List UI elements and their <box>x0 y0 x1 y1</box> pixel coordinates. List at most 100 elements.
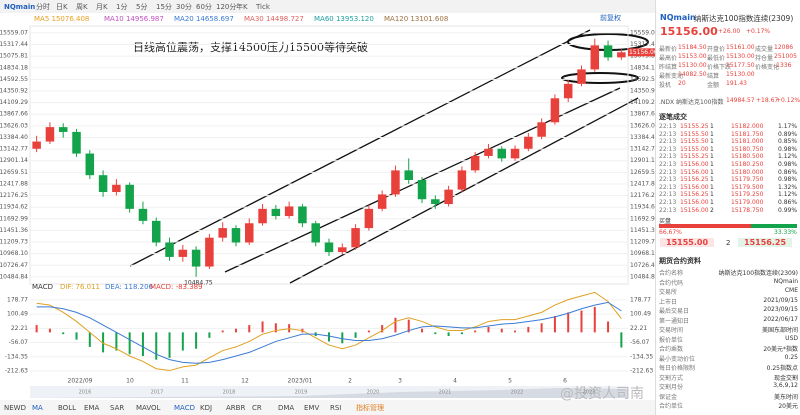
trade-cell: 1 <box>710 199 714 206</box>
y-tick-label: 14109.29 <box>630 99 655 106</box>
y-tick-label: 12176.25 <box>0 192 28 199</box>
price: 15156.00 <box>660 25 718 38</box>
indicator-tab[interactable]: MA <box>32 404 43 412</box>
index-name: .NDX 纳斯达克100指数 <box>659 99 724 106</box>
trade-cell: 22:13 <box>659 206 677 214</box>
macd-bar <box>208 332 211 338</box>
y-tick-label: 10968.10 <box>630 250 655 257</box>
toolbar-item[interactable]: 分时 <box>36 2 50 11</box>
indicator-tab[interactable]: EMV <box>304 404 319 412</box>
y-tick-label: -56.07 <box>9 339 29 346</box>
trade-cell: 22:13 <box>659 145 677 153</box>
trade-cell: 1.12% <box>778 153 798 161</box>
indicator-tab[interactable]: SAR <box>110 404 124 412</box>
y-tick-label: 13384.40 <box>630 134 655 141</box>
quote-value: 14082.50 <box>678 71 707 78</box>
year-label: 2021 <box>439 390 452 396</box>
contract-label: 交易时间 <box>659 327 684 334</box>
candle-body <box>112 184 121 193</box>
legend-entry: DEA: 118.206 <box>105 283 154 291</box>
index-pct: +0.12% <box>776 97 800 104</box>
candle-body <box>72 131 81 154</box>
legend-entry: DIF: 76.011 <box>60 283 100 291</box>
candle-body <box>444 189 453 205</box>
contract-label: 保证金 <box>659 393 678 401</box>
indicator-tab[interactable]: RSI <box>330 404 341 412</box>
candle-body <box>563 83 573 99</box>
trade-cell: 0.98% <box>778 161 798 168</box>
toolbar-item[interactable]: Tick <box>255 3 271 11</box>
y-tick-label: 10726.47 <box>0 262 28 269</box>
indicator-tab[interactable]: 指标管理 <box>356 403 384 412</box>
section-title: 逐笔成交 <box>659 113 687 121</box>
indicator-tab[interactable]: CR <box>252 404 262 412</box>
year-label: 2020 <box>367 390 380 396</box>
y-tick-label: 14350.92 <box>0 88 28 95</box>
trade-cell: 15180.000 <box>731 168 764 176</box>
trend-line <box>129 29 591 267</box>
trade-cell: 1 <box>710 130 714 138</box>
indicator-tab[interactable]: MAVOL <box>136 404 161 412</box>
toolbar-item[interactable]: 日K <box>56 3 68 11</box>
x-tick-label: 6 <box>563 378 567 385</box>
toolbar-item[interactable]: 年K <box>236 2 248 11</box>
indicator-tab[interactable]: DMA <box>278 404 294 412</box>
trade-cell: 22:13 <box>659 153 677 161</box>
plot-frame <box>29 25 629 285</box>
toolbar-item[interactable]: 15分 <box>156 2 172 11</box>
contract-value: 3,6,9,12 <box>773 382 798 389</box>
ma-legend: MA5 15076.408 <box>34 15 89 23</box>
annotation: 日线高位震荡，支撑14500压力15500等待突破 <box>133 40 368 54</box>
quote-label: 最高价 <box>659 55 678 62</box>
trade-cell: 15156.00 <box>680 199 709 206</box>
toolbar-item[interactable]: 60分 <box>196 2 212 11</box>
y-tick-label: -134.35 <box>5 353 28 360</box>
indicator-tab[interactable]: BOLL <box>58 404 76 412</box>
bid[interactable]: 15155.00 <box>660 238 715 247</box>
toolbar-item[interactable]: 120分 <box>216 2 236 11</box>
macd-bar <box>607 321 610 333</box>
candle-body <box>311 223 320 243</box>
toolbar-item[interactable]: 周K <box>76 3 88 11</box>
ma-legend: MA120 13101.608 <box>384 15 448 23</box>
contract-value: 现金交割 <box>773 374 798 382</box>
toolbar-item[interactable]: 30分 <box>176 2 192 11</box>
toolbar-item[interactable]: 1分 <box>116 2 127 11</box>
candle-body <box>32 141 41 149</box>
contract-label: 最后交易日 <box>659 308 690 315</box>
x-tick-label: 2023/01 <box>288 378 313 385</box>
ask[interactable]: 15156.25 <box>738 238 793 247</box>
trade-cell: 15179.000 <box>731 199 764 206</box>
quote-panel: NQmain 纳斯达克100指数连续(2309) 15156.00 +26.00 +0.… <box>655 0 800 415</box>
y-tick-label: -212.63 <box>630 368 653 375</box>
y-tick-label: 11451.36 <box>630 227 655 234</box>
indicator-tab[interactable]: MACD <box>174 404 195 412</box>
contract-value: 美国东部时间 <box>761 327 798 334</box>
indicator-tab[interactable]: EMA <box>84 404 99 412</box>
trade-cell: 0.86% <box>778 199 798 206</box>
contract-label: 每日价格限制 <box>659 365 696 372</box>
y-tick-label: 12659.51 <box>630 169 655 176</box>
candle-body <box>470 155 480 171</box>
trade-cell: 15155.25 <box>680 123 709 130</box>
indicator-tab[interactable]: ARBR <box>226 404 245 412</box>
indicator-tab[interactable]: KDJ <box>200 404 212 412</box>
toolbar-item[interactable]: 5分 <box>136 2 147 11</box>
trade-cell: 0.98% <box>778 176 798 184</box>
quote-label: 开盘价 <box>707 46 726 53</box>
toolbar-item[interactable]: 月K <box>96 3 108 11</box>
year-label: 2017 <box>151 390 164 396</box>
ma-legend: MA20 14658.697 <box>174 15 234 23</box>
candle-body <box>58 127 68 132</box>
change: +26.00 <box>718 28 741 35</box>
macd-bar <box>381 325 384 333</box>
indicator-tab[interactable]: NEWD <box>4 404 26 412</box>
x-tick-label: 2 <box>348 378 352 385</box>
macd-bar <box>553 316 556 333</box>
contract-value: 0.25指数点 <box>766 365 798 372</box>
toolbar-item[interactable]: NQmain <box>4 3 35 11</box>
year-label: 2016 <box>79 390 92 396</box>
candle-body <box>457 170 467 190</box>
adjust-label[interactable]: 前复权 <box>600 13 621 22</box>
contract-label: 报价单位 <box>659 336 684 344</box>
